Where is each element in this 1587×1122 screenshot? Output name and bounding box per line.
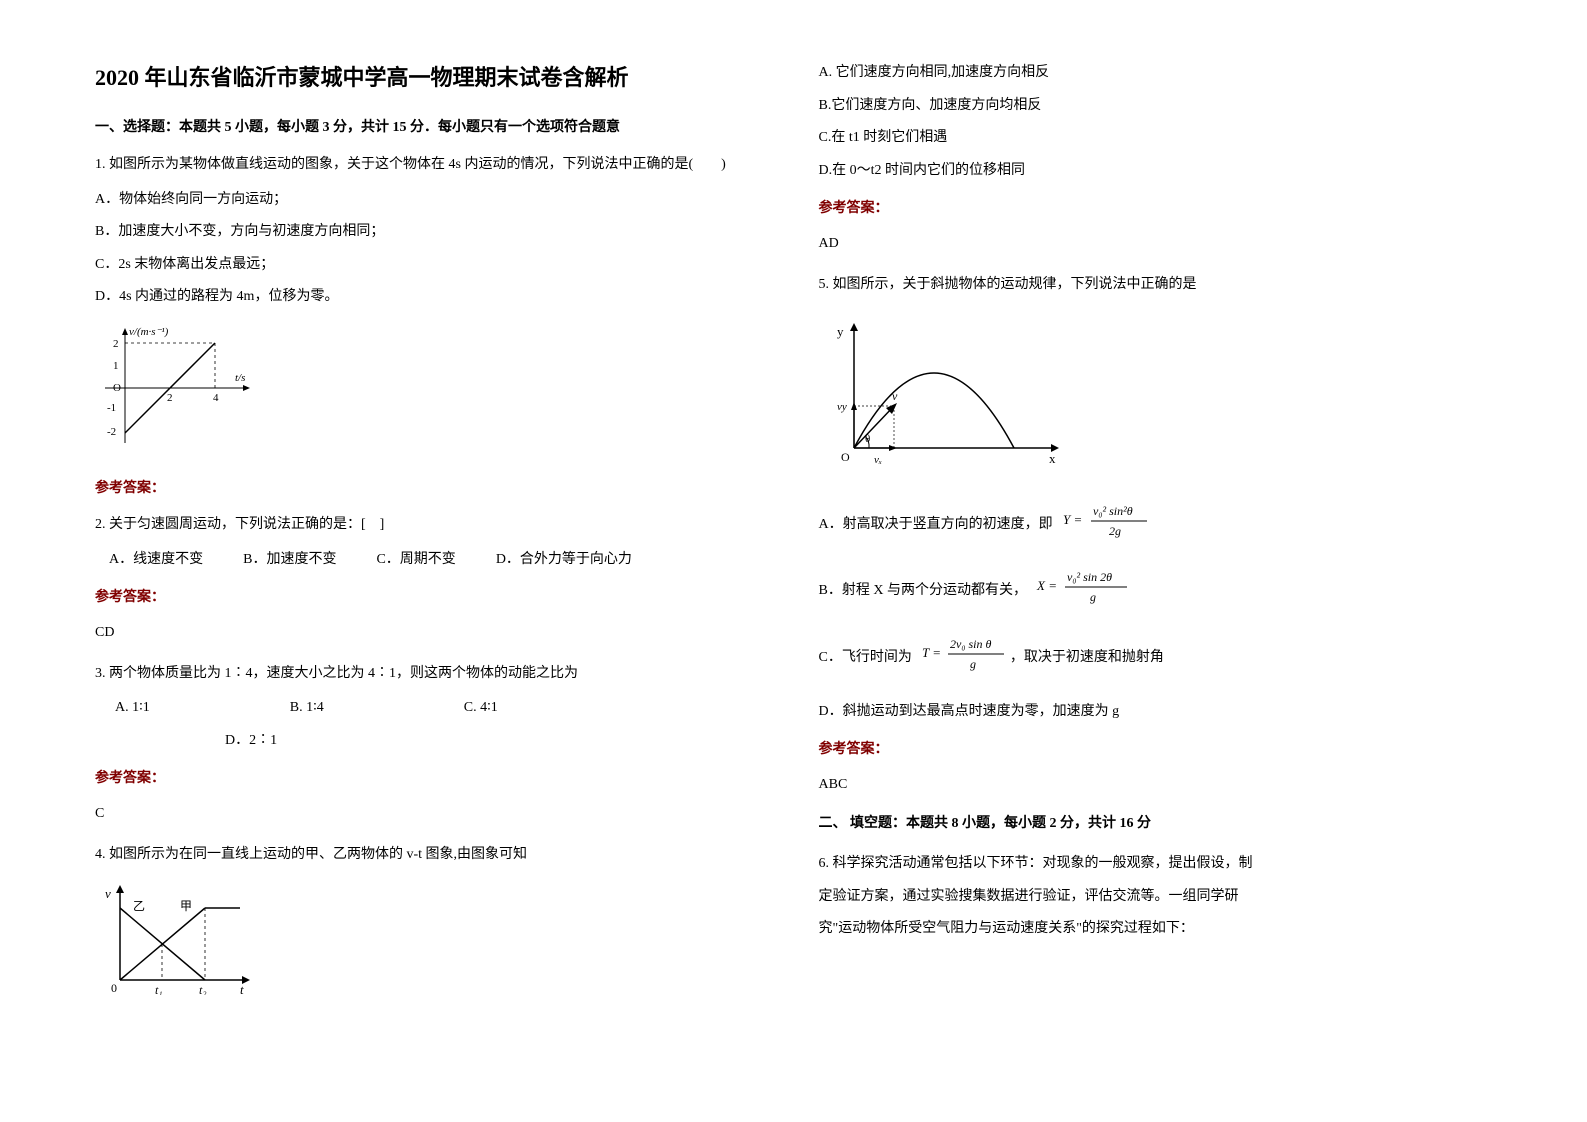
q2-answer: CD [95, 620, 769, 647]
svg-text:乙: 乙 [133, 899, 145, 913]
svg-text:O: O [841, 450, 850, 464]
svg-text:-1: -1 [107, 402, 116, 414]
svg-text:θ: θ [865, 433, 870, 445]
svg-text:g: g [970, 657, 976, 671]
q3-answer: C [95, 801, 769, 828]
q1-velocity-time-graph: 2 1 -1 -2 2 4 O v/(m·s⁻¹) t/s [95, 323, 769, 464]
svg-text:t₂: t₂ [199, 983, 207, 995]
q1-option-b: B．加速度大小不变，方向与初速度方向相同； [95, 219, 769, 246]
q5-projectile-diagram: y x O v vₓ vy [819, 318, 1493, 479]
q4-answer-label: 参考答案： [819, 196, 1493, 223]
q3-option-a: A. 1∶1 [115, 695, 150, 722]
svg-text:t/s: t/s [235, 372, 245, 384]
svg-text:t: t [240, 982, 244, 995]
svg-text:0: 0 [111, 981, 117, 995]
q4-velocity-time-graph: v t 0 甲 乙 t₁ t₂ [95, 880, 769, 1006]
q4-option-c: C.在 t1 时刻它们相遇 [819, 125, 1493, 152]
svg-text:X =: X = [1036, 578, 1057, 593]
svg-text:g: g [1090, 590, 1096, 604]
question-3: 3. 两个物体质量比为 1∶4，速度大小之比为 4∶1，则这两个物体的动能之比为… [95, 661, 769, 828]
section-2-header: 二、 填空题：本题共 8 小题，每小题 2 分，共计 16 分 [819, 812, 1493, 832]
q3-option-d: D．2∶1 [225, 728, 277, 755]
q5-option-d: D．斜抛运动到达最高点时速度为零，加速度为 g [819, 699, 1493, 726]
svg-text:2: 2 [113, 338, 119, 350]
q5-optA-formula: Y = v₀² sin²θ 2g [1061, 499, 1151, 552]
q1-option-d: D．4s 内通过的路程为 4m，位移为零。 [95, 284, 769, 311]
q1-answer-label: 参考答案： [95, 476, 769, 503]
q3-option-c: C. 4∶1 [464, 695, 498, 722]
q5-optC-text: C．飞行时间为 [819, 645, 912, 672]
svg-text:Y =: Y = [1063, 512, 1082, 527]
q5-optB-text: B．射程 X 与两个分运动都有关， [819, 578, 1027, 605]
question-6: 6. 科学探究活动通常包括以下环节：对现象的一般观察，提出假设，制 定验证方案，… [819, 848, 1493, 945]
q6-line2: 定验证方案，通过实验搜集数据进行验证，评估交流等。一组同学研 [819, 881, 1493, 913]
q5-answer: ABC [819, 772, 1493, 799]
svg-text:v: v [892, 389, 898, 403]
q3-text: 3. 两个物体质量比为 1∶4，速度大小之比为 4∶1，则这两个物体的动能之比为 [95, 661, 769, 688]
q1-text: 1. 如图所示为某物体做直线运动的图象，关于这个物体在 4s 内运动的情况，下列… [95, 152, 769, 179]
q5-optB-formula: X = v₀² sin 2θ g [1035, 565, 1135, 618]
q2-option-b: B．加速度不变 [243, 547, 336, 574]
question-4-options: A. 它们速度方向相同,加速度方向相反 B.它们速度方向、加速度方向均相反 C.… [819, 60, 1493, 258]
svg-text:x: x [1049, 451, 1056, 466]
q4-answer: AD [819, 231, 1493, 258]
q4-text: 4. 如图所示为在同一直线上运动的甲、乙两物体的 v-t 图象,由图象可知 [95, 842, 769, 869]
q5-option-b: B．射程 X 与两个分运动都有关， X = v₀² sin 2θ g [819, 565, 1493, 618]
left-column: 2020 年山东省临沂市蒙城中学高一物理期末试卷含解析 一、选择题：本题共 5 … [95, 60, 769, 1018]
document-title: 2020 年山东省临沂市蒙城中学高一物理期末试卷含解析 [95, 60, 769, 92]
q3-answer-label: 参考答案： [95, 766, 769, 793]
svg-text:v: v [105, 886, 111, 901]
svg-text:-2: -2 [107, 426, 116, 438]
question-1: 1. 如图所示为某物体做直线运动的图象，关于这个物体在 4s 内运动的情况，下列… [95, 152, 769, 502]
svg-text:O: O [113, 382, 121, 394]
q2-option-d: D．合外力等于向心力 [496, 547, 632, 574]
q2-text: 2. 关于匀速圆周运动，下列说法正确的是：[ ] [95, 512, 769, 539]
svg-text:4: 4 [213, 392, 219, 404]
q5-optC-text2: ，取决于初速度和抛射角 [1010, 645, 1164, 672]
q3-option-b: B. 1∶4 [290, 695, 324, 722]
svg-text:v₀² sin²θ: v₀² sin²θ [1093, 504, 1133, 518]
svg-text:2v₀ sin θ: 2v₀ sin θ [950, 637, 992, 651]
question-2: 2. 关于匀速圆周运动，下列说法正确的是：[ ] A．线速度不变 B．加速度不变… [95, 512, 769, 646]
q6-line3: 究"运动物体所受空气阻力与运动速度关系"的探究过程如下： [819, 913, 1493, 945]
svg-text:t₁: t₁ [155, 983, 163, 995]
question-5: 5. 如图所示，关于斜抛物体的运动规律，下列说法中正确的是 y x O v [819, 272, 1493, 799]
q6-line1: 6. 科学探究活动通常包括以下环节：对现象的一般观察，提出假设，制 [819, 848, 1493, 880]
right-column: A. 它们速度方向相同,加速度方向相反 B.它们速度方向、加速度方向均相反 C.… [819, 60, 1493, 1018]
q1-option-a: A．物体始终向同一方向运动； [95, 187, 769, 214]
svg-text:T =: T = [922, 645, 941, 660]
svg-text:vₓ: vₓ [874, 454, 882, 466]
q2-option-a: A．线速度不变 [109, 547, 203, 574]
q5-text: 5. 如图所示，关于斜抛物体的运动规律，下列说法中正确的是 [819, 272, 1493, 299]
q5-optA-text: A．射高取决于竖直方向的初速度，即 [819, 512, 1053, 539]
svg-text:2: 2 [167, 392, 173, 404]
q5-option-a: A．射高取决于竖直方向的初速度，即 Y = v₀² sin²θ 2g [819, 499, 1493, 552]
svg-text:v/(m·s⁻¹): v/(m·s⁻¹) [129, 326, 169, 338]
q4-option-a: A. 它们速度方向相同,加速度方向相反 [819, 60, 1493, 87]
svg-text:1: 1 [113, 360, 119, 372]
svg-text:2g: 2g [1109, 524, 1121, 538]
section-1-header: 一、选择题：本题共 5 小题，每小题 3 分，共计 15 分．每小题只有一个选项… [95, 116, 769, 136]
question-4: 4. 如图所示为在同一直线上运动的甲、乙两物体的 v-t 图象,由图象可知 v … [95, 842, 769, 1006]
q1-option-c: C．2s 末物体离出发点最远； [95, 252, 769, 279]
q2-answer-label: 参考答案： [95, 585, 769, 612]
q5-answer-label: 参考答案： [819, 737, 1493, 764]
q5-option-c: C．飞行时间为 T = 2v₀ sin θ g ，取决于初速度和抛射角 [819, 632, 1493, 685]
svg-text:y: y [837, 324, 844, 339]
svg-text:甲: 甲 [180, 899, 192, 913]
q5-optC-formula: T = 2v₀ sin θ g [920, 632, 1010, 685]
q4-option-d: D.在 0～t2 时间内它们的位移相同 [819, 158, 1493, 185]
q2-option-c: C．周期不变 [376, 547, 455, 574]
q4-option-b: B.它们速度方向、加速度方向均相反 [819, 93, 1493, 120]
svg-text:v₀² sin 2θ: v₀² sin 2θ [1067, 570, 1112, 584]
svg-text:vy: vy [837, 401, 847, 413]
